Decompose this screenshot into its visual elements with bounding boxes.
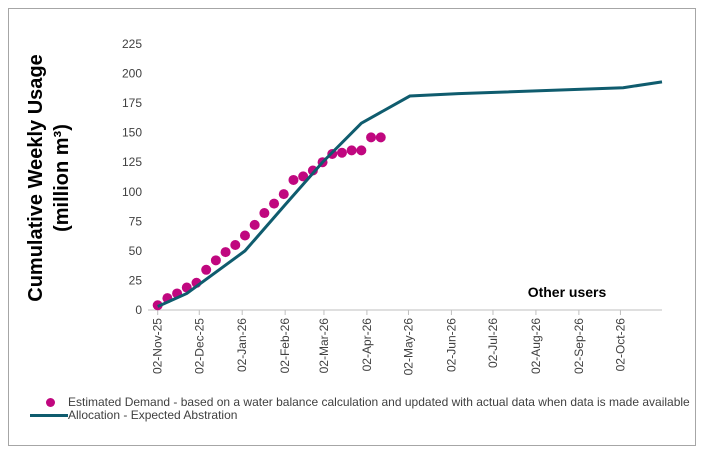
y-axis-label: Cumulative Weekly Usage [25,54,47,302]
x-tick-label: 02-Mar-26 [317,318,331,374]
demand-point [375,132,386,143]
demand-point [239,230,250,241]
demand-point [249,219,260,230]
legend: Estimated Demand - based on a water bala… [30,396,698,422]
legend-item: Allocation - Expected Abstration [30,408,698,422]
y-axis-label: (million m³) [51,124,73,232]
demand-point [259,208,270,219]
y-tick-label: 200 [122,67,142,81]
legend-label: Allocation - Expected Abstration [68,408,238,422]
allocation-line [157,80,663,308]
x-tick-label: 02-Apr-26 [360,318,374,372]
y-tick-label: 0 [135,303,142,317]
demand-point [210,255,221,266]
y-tick-label: 150 [122,126,142,140]
x-tick-label: 02-Jun-26 [444,318,458,372]
x-tick-label: 02-Oct-26 [613,318,627,372]
demand-point [278,189,289,200]
y-tick-label: 225 [122,37,142,51]
legend-label: Estimated Demand - based on a water bala… [68,395,690,409]
y-tick-label: 25 [129,273,143,287]
legend-swatch [46,398,55,407]
legend-key [38,396,68,409]
demand-point [366,132,377,143]
x-tick-label: 02-Jul-26 [486,318,500,368]
annotation: Other users [528,284,607,300]
x-tick-label: 02-May-26 [401,318,415,376]
demand-point [298,171,309,182]
y-tick-label: 100 [122,185,142,199]
x-tick-label: 02-Nov-25 [151,318,165,374]
y-tick-label: 125 [122,155,142,169]
x-tick-label: 02-Jan-26 [235,318,249,372]
y-tick-label: 175 [122,96,142,110]
demand-point [201,264,212,275]
y-tick-label: 50 [129,244,143,258]
demand-point [269,198,280,209]
demand-point [230,239,241,250]
chart-frame [8,8,696,446]
legend-key [30,409,68,422]
x-tick-label: 02-Sep-26 [572,318,586,374]
x-tick-label: 02-Dec-25 [192,318,206,374]
demand-point [346,145,357,156]
demand-point [336,147,347,158]
demand-point [307,165,318,176]
demand-point [288,174,299,185]
legend-item: Estimated Demand - based on a water bala… [38,396,698,409]
y-tick-label: 75 [129,214,143,228]
demand-point [356,145,367,156]
legend-swatch [30,414,68,417]
demand-point [220,247,231,258]
annotation-box [480,280,660,306]
x-tick-label: 02-Feb-26 [278,318,292,374]
x-tick-label: 02-Aug-26 [529,318,543,374]
